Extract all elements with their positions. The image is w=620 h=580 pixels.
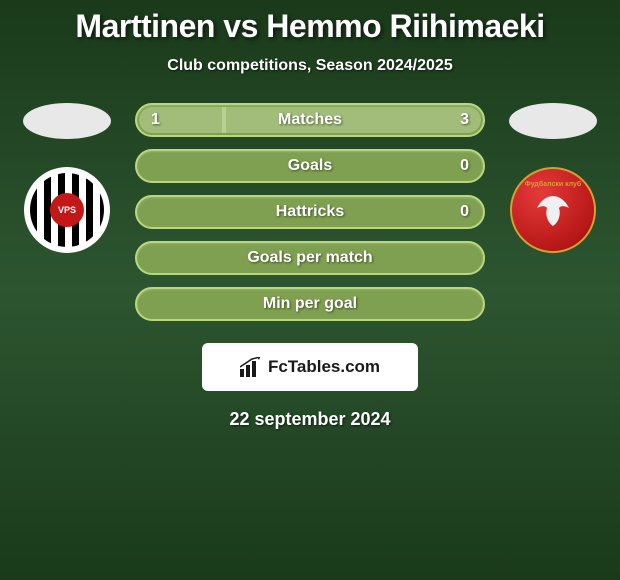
stat-label: Goals	[288, 157, 332, 175]
stat-label: Min per goal	[263, 295, 357, 313]
left-badge-stripes: VPS	[30, 173, 104, 247]
eagle-icon	[529, 190, 577, 230]
stat-bar: Goals per match	[135, 241, 485, 275]
stat-right-value: 3	[460, 111, 469, 129]
stat-bar: Min per goal	[135, 287, 485, 321]
stat-right-value: 0	[460, 203, 469, 221]
left-player-ellipse	[23, 103, 111, 139]
page-title: Marttinen vs Hemmo Riihimaeki	[0, 8, 620, 45]
fctables-logo-text: FcTables.com	[268, 357, 380, 377]
fctables-logo-box[interactable]: FcTables.com	[202, 343, 418, 391]
right-club-badge: Фудбалски клуб	[510, 167, 596, 253]
right-badge-top-text: Фудбалски клуб	[512, 181, 594, 188]
left-badge-center: VPS	[50, 193, 84, 227]
subtitle: Club competitions, Season 2024/2025	[0, 57, 620, 75]
bars-chart-icon	[240, 357, 262, 377]
stat-bar: Goals 0	[135, 149, 485, 183]
stat-left-value: 1	[151, 111, 160, 129]
left-side: VPS	[17, 103, 117, 253]
right-player-ellipse	[509, 103, 597, 139]
stats-bars: 1 Matches 3 Goals 0 Hattricks 0 Goals per match…	[135, 103, 485, 321]
right-side: Фудбалски клуб	[503, 103, 603, 253]
stat-bar: 1 Matches 3	[135, 103, 485, 137]
date-text: 22 september 2024	[0, 409, 620, 430]
stat-fill-right	[222, 107, 482, 133]
left-club-badge: VPS	[24, 167, 110, 253]
comparison-card: Marttinen vs Hemmo Riihimaeki Club compe…	[0, 0, 620, 430]
stat-bar: Hattricks 0	[135, 195, 485, 229]
stat-label: Goals per match	[247, 249, 372, 267]
stat-label: Hattricks	[276, 203, 344, 221]
content-row: VPS 1 Matches 3 Goals 0 Hattricks 0 Goals per m…	[0, 103, 620, 321]
stat-label: Matches	[278, 111, 342, 129]
stat-right-value: 0	[460, 157, 469, 175]
